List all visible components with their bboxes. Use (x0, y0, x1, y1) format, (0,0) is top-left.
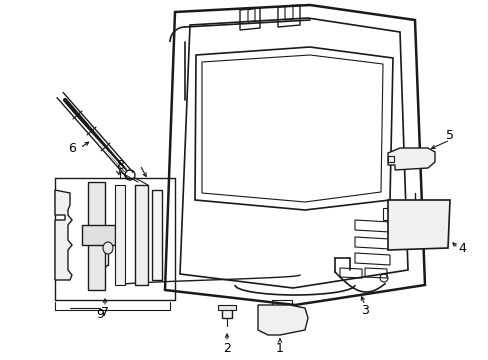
Polygon shape (135, 185, 148, 285)
Text: 3: 3 (360, 303, 368, 316)
Polygon shape (222, 308, 231, 318)
Polygon shape (258, 305, 307, 335)
Bar (399, 153, 427, 165)
Text: 8: 8 (116, 158, 124, 171)
Polygon shape (115, 185, 125, 285)
Polygon shape (88, 182, 105, 290)
Text: 2: 2 (223, 342, 230, 355)
Text: 1: 1 (276, 342, 284, 355)
Text: 9: 9 (96, 309, 104, 321)
Text: 4: 4 (457, 242, 465, 255)
Polygon shape (387, 148, 434, 170)
Polygon shape (55, 190, 72, 280)
Ellipse shape (103, 242, 113, 254)
Polygon shape (152, 190, 162, 280)
Polygon shape (387, 200, 449, 250)
Text: 5: 5 (445, 129, 453, 141)
Polygon shape (218, 305, 236, 310)
Polygon shape (82, 225, 115, 245)
Text: 6: 6 (68, 141, 76, 154)
Text: 7: 7 (101, 306, 109, 319)
